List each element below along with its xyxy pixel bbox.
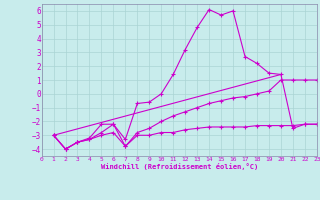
X-axis label: Windchill (Refroidissement éolien,°C): Windchill (Refroidissement éolien,°C)	[100, 163, 258, 170]
